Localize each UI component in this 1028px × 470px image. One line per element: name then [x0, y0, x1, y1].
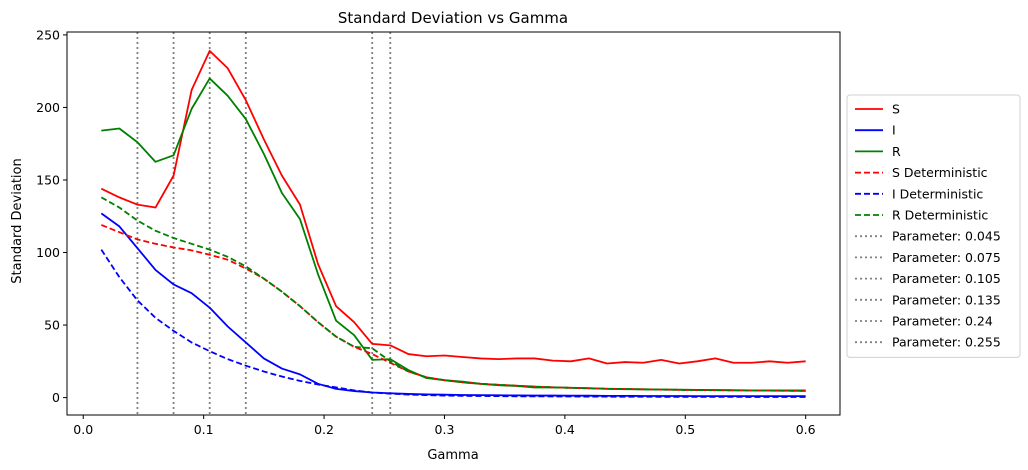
legend-label-parameter-0-105: Parameter: 0.105	[892, 271, 1001, 286]
series-line-r	[101, 77, 806, 392]
series-line-r-deterministic	[100, 196, 806, 392]
legend-label-i-deterministic: I Deterministic	[892, 186, 983, 201]
series-line-s	[100, 49, 806, 365]
legend-label-s: S	[892, 102, 900, 117]
y-tick-label: 150	[36, 172, 60, 187]
legend-label-parameter-0-075: Parameter: 0.075	[892, 250, 1001, 265]
plot-area	[66, 31, 841, 416]
legend: SIR S Deterministic I Deterministic R Deter…	[846, 94, 1021, 358]
x-tick-label: 0.6	[796, 422, 816, 437]
legend-frame	[846, 94, 1021, 358]
y-axis-label: Standard Deviation	[10, 158, 25, 283]
plot-frame	[66, 31, 841, 416]
y-axis-ticks: 0 50 100 150 200 250	[36, 27, 67, 405]
chart-title: Standard Deviation vs Gamma	[338, 9, 568, 27]
legend-label-parameter-0-24: Parameter: 0.24	[892, 314, 993, 329]
legend-label-parameter-0-135: Parameter: 0.135	[892, 292, 1001, 307]
legend-label-parameter-0-255: Parameter: 0.255	[892, 335, 1001, 350]
series-line-i	[100, 212, 806, 398]
y-tick-label: 0	[52, 390, 60, 405]
x-axis-ticks: 0.0 0.1 0.2 0.3 0.4 0.5 0.6	[73, 415, 816, 437]
x-tick-label: 0.4	[555, 422, 575, 437]
legend-label-parameter-0-045: Parameter: 0.045	[892, 229, 1001, 244]
y-tick-label: 250	[36, 27, 60, 42]
x-tick-label: 0.0	[73, 422, 93, 437]
legend-label-s-deterministic: S Deterministic	[892, 165, 988, 180]
legend-label-i: I	[892, 123, 896, 138]
series-line-s-deterministic	[100, 224, 806, 392]
legend-label-r-deterministic: R Deterministic	[892, 208, 988, 223]
legend-label-r: R	[892, 144, 901, 159]
y-tick-label: 50	[44, 318, 60, 333]
x-tick-label: 0.5	[675, 422, 695, 437]
y-tick-label: 100	[36, 245, 60, 260]
series-line-i-deterministic	[100, 249, 806, 398]
x-tick-label: 0.3	[435, 422, 455, 437]
x-tick-label: 0.2	[314, 422, 334, 437]
y-tick-label: 200	[36, 100, 60, 115]
x-tick-label: 0.1	[194, 422, 214, 437]
x-axis-label: Gamma	[427, 448, 478, 463]
